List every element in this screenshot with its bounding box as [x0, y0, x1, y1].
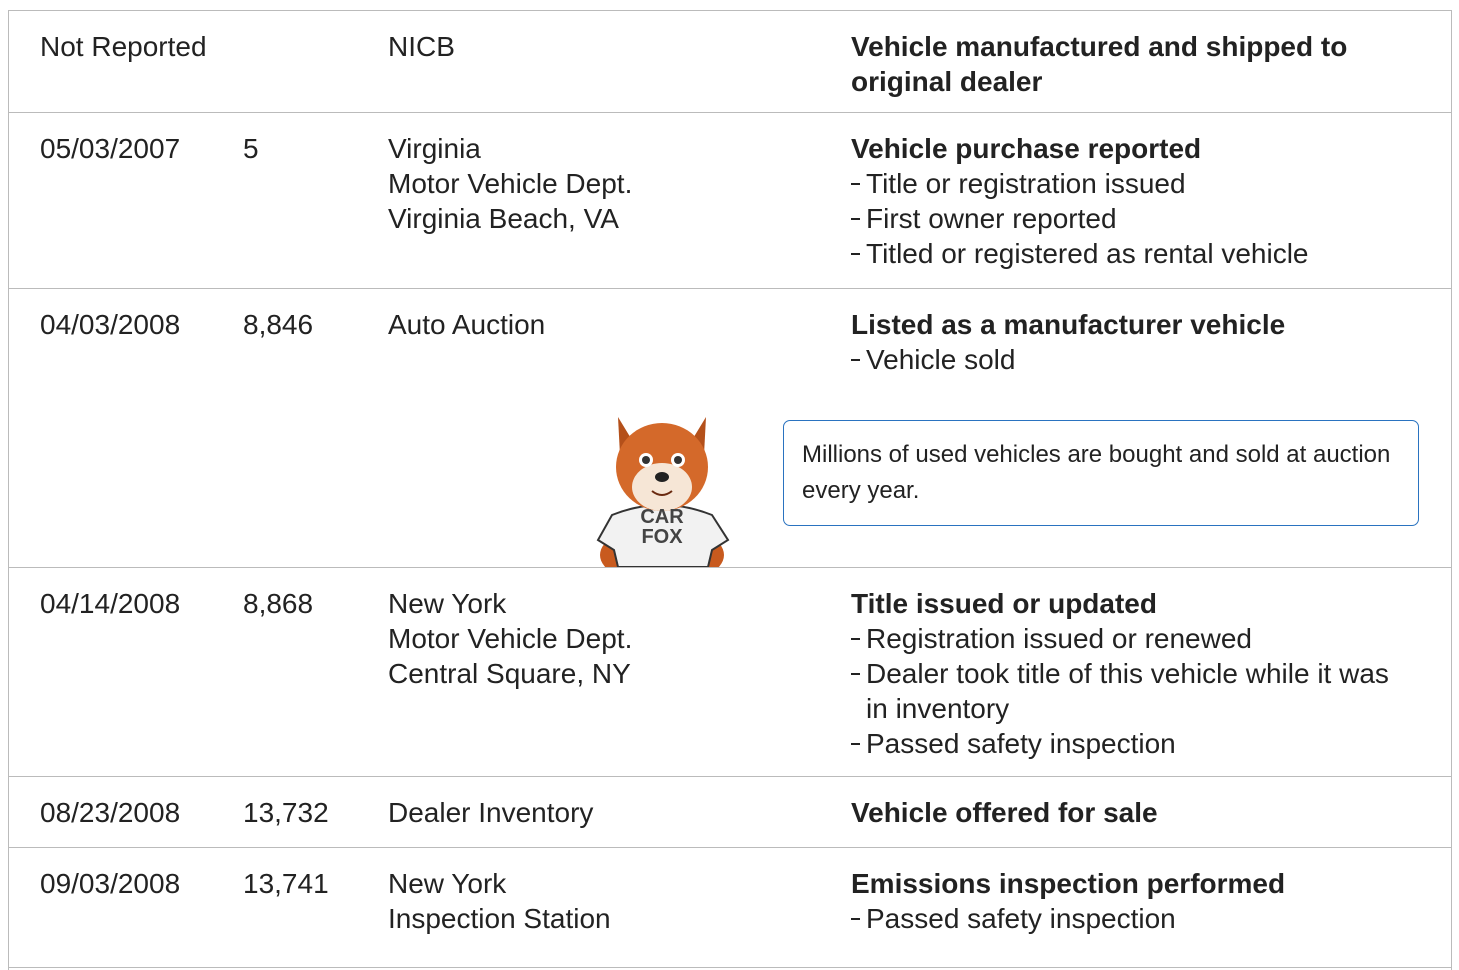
dash — [851, 253, 860, 255]
dash — [851, 218, 860, 220]
source-line: New York — [388, 866, 611, 901]
mileage: 13,732 — [243, 795, 329, 830]
detail: Titled or registered as rental vehicle — [851, 236, 1411, 271]
date: Not Reported — [40, 29, 207, 64]
detail-text: Dealer took title of this vehicle while … — [866, 656, 1411, 726]
dash — [851, 359, 860, 361]
source-line: Central Square, NY — [388, 656, 632, 691]
event-title: Emissions inspection performed — [851, 866, 1411, 901]
table-row: 08/23/2008 13,732 Dealer Inventory Vehicle … — [9, 777, 1451, 848]
detail: Vehicle sold — [851, 342, 1411, 377]
detail-text: Title or registration issued — [866, 166, 1186, 201]
event-cell: Vehicle manufactured and shipped to orig… — [851, 29, 1411, 99]
event-cell: Vehicle offered for sale — [851, 795, 1411, 830]
dash — [851, 638, 860, 640]
dash — [851, 183, 860, 185]
source-line: Virginia Beach, VA — [388, 201, 632, 236]
dash — [851, 673, 860, 675]
source-line: Motor Vehicle Dept. — [388, 621, 632, 656]
detail: First owner reported — [851, 201, 1411, 236]
source-line: Motor Vehicle Dept. — [388, 166, 632, 201]
dash — [851, 918, 860, 920]
fox-mascot: CAR FOX — [590, 405, 735, 567]
table-row: Not Reported NICB Vehicle manufactured and… — [9, 11, 1451, 113]
mileage: 5 — [243, 131, 259, 166]
detail: Dealer took title of this vehicle while … — [851, 656, 1411, 726]
date: 05/03/2007 — [40, 131, 180, 166]
detail: Passed safety inspection — [851, 726, 1411, 761]
detail: Passed safety inspection — [851, 901, 1411, 936]
event-title: Listed as a manufacturer vehicle — [851, 307, 1411, 342]
mileage: 13,741 — [243, 866, 329, 901]
event-title: Vehicle manufactured and shipped to orig… — [851, 29, 1411, 99]
source: Auto Auction — [388, 307, 545, 342]
mileage: 8,868 — [243, 586, 313, 621]
mileage: 8,846 — [243, 307, 313, 342]
event-title: Vehicle purchase reported — [851, 131, 1411, 166]
detail-text: Vehicle sold — [866, 342, 1015, 377]
date: 08/23/2008 — [40, 795, 180, 830]
detail-text: Titled or registered as rental vehicle — [866, 236, 1309, 271]
detail-text: First owner reported — [866, 201, 1117, 236]
source-line: Auto Auction — [388, 307, 545, 342]
detail-text: Registration issued or renewed — [866, 621, 1252, 656]
callout: Millions of used vehicles are bought and… — [783, 420, 1419, 526]
source: NICB — [388, 29, 455, 64]
detail: Registration issued or renewed — [851, 621, 1411, 656]
source-line: New York — [388, 586, 632, 621]
source-line: Dealer Inventory — [388, 795, 593, 830]
dash — [851, 743, 860, 745]
shirt-text: FOX — [641, 526, 683, 548]
date: 04/03/2008 — [40, 307, 180, 342]
source: Dealer Inventory — [388, 795, 593, 830]
detail-text: Passed safety inspection — [866, 901, 1176, 936]
source-line: NICB — [388, 29, 455, 64]
date: 04/14/2008 — [40, 586, 180, 621]
page: Not Reported NICB Vehicle manufactured and… — [0, 0, 1459, 947]
source-line: Inspection Station — [388, 901, 611, 936]
detail-text: Passed safety inspection — [866, 726, 1176, 761]
date: 09/03/2008 — [40, 866, 180, 901]
source-line: Virginia — [388, 131, 632, 166]
shirt-text: CAR — [640, 506, 684, 528]
event-title: Title issued or updated — [851, 586, 1411, 621]
event-title: Vehicle offered for sale — [851, 795, 1411, 830]
detail: Title or registration issued — [851, 166, 1411, 201]
